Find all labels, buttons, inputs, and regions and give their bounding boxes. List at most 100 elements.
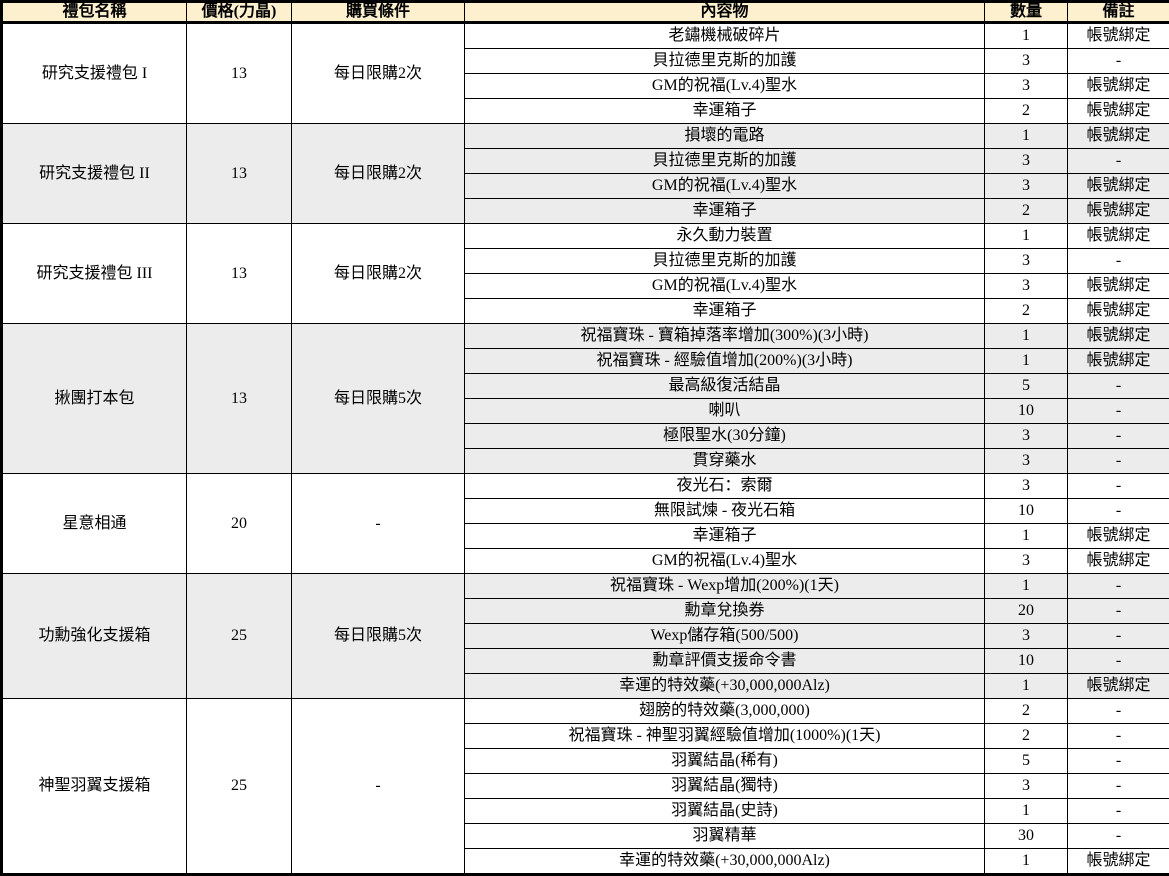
item-quantity-cell: 3 xyxy=(984,548,1068,574)
item-content-cell: 羽翼結晶(獨特) xyxy=(464,773,985,799)
item-quantity-cell: 20 xyxy=(984,598,1068,624)
item-note-cell: 帳號綁定 xyxy=(1067,323,1169,349)
table-row: 無限試煉 - 夜光石箱 10- xyxy=(2,498,1169,524)
table-row: 幸運箱子 2 帳號綁定 xyxy=(2,198,1169,224)
item-note-cell: - xyxy=(1067,573,1169,599)
table-row: 研究支援禮包 II 13 每日限購2次 損壞的電路 1 帳號綁定 xyxy=(1,123,1169,224)
table-row: 極限聖水(30分鐘) 3- xyxy=(2,423,1169,449)
item-note-cell: - xyxy=(1067,423,1169,449)
item-content-cell: GM的祝福(Lv.4)聖水 xyxy=(464,273,985,299)
item-note-cell: - xyxy=(1067,648,1169,674)
item-content-cell: 幸運箱子 xyxy=(464,198,985,224)
item-content-cell: 貝拉德里克斯的加護 xyxy=(464,248,985,274)
item-quantity-cell: 3 xyxy=(984,423,1068,449)
item-quantity-cell: 5 xyxy=(984,373,1068,399)
header-package-name: 禮包名稱 xyxy=(1,1,187,24)
table-row: 勳章兌換券 20- xyxy=(2,598,1169,624)
item-note-cell: - xyxy=(1067,248,1169,274)
table-row: GM的祝福(Lv.4)聖水 3 帳號綁定 xyxy=(2,73,1169,99)
item-quantity-cell: 30 xyxy=(984,823,1068,849)
item-quantity-cell: 10 xyxy=(984,398,1068,424)
item-quantity-cell: 3 xyxy=(984,73,1068,99)
item-note-cell: 帳號綁定 xyxy=(1067,523,1169,549)
item-quantity-cell: 1 xyxy=(984,573,1068,599)
item-content-cell: 永久動力裝置 xyxy=(464,223,985,249)
item-quantity-cell: 1 xyxy=(984,798,1068,824)
table-row: 神聖羽翼支援箱 25- 翅膀的特效藥(3,000,000) 2- xyxy=(1,698,1169,875)
item-content-cell: 喇叭 xyxy=(464,398,985,424)
header-condition: 購買條件 xyxy=(291,1,465,24)
item-content-cell: 貝拉德里克斯的加護 xyxy=(464,48,985,74)
item-note-cell: - xyxy=(1067,373,1169,399)
header-note: 備註 xyxy=(1067,1,1169,24)
item-content-cell: 損壞的電路 xyxy=(464,123,985,149)
item-quantity-cell: 1 xyxy=(984,223,1068,249)
table-row: Wexp儲存箱(500/500) 3- xyxy=(2,623,1169,649)
item-quantity-cell: 3 xyxy=(984,473,1068,499)
header-quantity: 數量 xyxy=(984,1,1068,24)
package-name-cell: 功勳強化支援箱 xyxy=(1,573,187,699)
header-row: 禮包名稱 價格(力晶) 購買條件 內容物 數量 備註 xyxy=(1,1,1169,24)
item-quantity-cell: 2 xyxy=(984,98,1068,124)
item-quantity-cell: 3 xyxy=(984,248,1068,274)
table-row: 貝拉德里克斯的加護 3- xyxy=(2,148,1169,174)
item-note-cell: 帳號綁定 xyxy=(1067,98,1169,124)
item-note-cell: 帳號綁定 xyxy=(1067,173,1169,199)
table-row: 羽翼結晶(史詩) 1- xyxy=(2,798,1169,824)
table-row: 功勳強化支援箱 25 每日限購5次 祝福寶珠 - Wexp增加(200%)(1天) 1- xyxy=(1,573,1169,699)
table-row: 羽翼結晶(稀有) 5- xyxy=(2,748,1169,774)
item-note-cell: - xyxy=(1067,723,1169,749)
package-price-cell: 13 xyxy=(186,223,292,324)
header-price: 價格(力晶) xyxy=(186,1,292,24)
item-quantity-cell: 3 xyxy=(984,773,1068,799)
item-content-cell: 老鏽機械破碎片 xyxy=(464,22,985,49)
package-name-cell: 研究支援禮包 III xyxy=(1,223,187,324)
item-content-cell: 祝福寶珠 - 神聖羽翼經驗值增加(1000%)(1天) xyxy=(464,723,985,749)
item-quantity-cell: 1 xyxy=(984,123,1068,149)
item-note-cell: 帳號綁定 xyxy=(1067,298,1169,324)
item-quantity-cell: 3 xyxy=(984,173,1068,199)
item-content-cell: Wexp儲存箱(500/500) xyxy=(464,623,985,649)
item-note-cell: - xyxy=(1067,498,1169,524)
purchase-condition-cell: - xyxy=(291,698,465,875)
item-note-cell: 帳號綁定 xyxy=(1067,548,1169,574)
table-row: 祝福寶珠 - 神聖羽翼經驗值增加(1000%)(1天) 2- xyxy=(2,723,1169,749)
purchase-condition-cell: 每日限購5次 xyxy=(291,573,465,699)
package-price-cell: 25 xyxy=(186,698,292,875)
item-note-cell: 帳號綁定 xyxy=(1067,22,1169,49)
table-row: 祝福寶珠 - 經驗值增加(200%)(3小時) 1 帳號綁定 xyxy=(2,348,1169,374)
item-quantity-cell: 3 xyxy=(984,623,1068,649)
item-note-cell: 帳號綁定 xyxy=(1067,198,1169,224)
item-note-cell: - xyxy=(1067,798,1169,824)
package-price-cell: 13 xyxy=(186,123,292,224)
item-content-cell: 幸運箱子 xyxy=(464,298,985,324)
item-quantity-cell: 3 xyxy=(984,48,1068,74)
item-content-cell: 祝福寶珠 - 經驗值增加(200%)(3小時) xyxy=(464,348,985,374)
table-row: 喇叭 10- xyxy=(2,398,1169,424)
table-row: 幸運的特效藥(+30,000,000Alz) 1 帳號綁定 xyxy=(2,848,1169,875)
item-quantity-cell: 5 xyxy=(984,748,1068,774)
item-note-cell: - xyxy=(1067,773,1169,799)
item-content-cell: 幸運箱子 xyxy=(464,98,985,124)
item-content-cell: 勳章評價支援命令書 xyxy=(464,648,985,674)
package-name-cell: 星意相通 xyxy=(1,473,187,574)
item-content-cell: GM的祝福(Lv.4)聖水 xyxy=(464,173,985,199)
header-contents: 內容物 xyxy=(464,1,985,24)
table-row: 最高級復活結晶 5- xyxy=(2,373,1169,399)
package-price-cell: 25 xyxy=(186,573,292,699)
item-content-cell: GM的祝福(Lv.4)聖水 xyxy=(464,548,985,574)
item-quantity-cell: 1 xyxy=(984,22,1068,49)
item-content-cell: 夜光石：索爾 xyxy=(464,473,985,499)
item-content-cell: 最高級復活結晶 xyxy=(464,373,985,399)
item-quantity-cell: 2 xyxy=(984,298,1068,324)
item-quantity-cell: 3 xyxy=(984,448,1068,474)
table-row: 幸運的特效藥(+30,000,000Alz) 1 帳號綁定 xyxy=(2,673,1169,699)
table-row: 研究支援禮包 I 13 每日限購2次 老鏽機械破碎片 1 帳號綁定 xyxy=(1,22,1169,124)
item-content-cell: GM的祝福(Lv.4)聖水 xyxy=(464,73,985,99)
item-quantity-cell: 2 xyxy=(984,698,1068,724)
package-name-cell: 研究支援禮包 II xyxy=(1,123,187,224)
table-row: 研究支援禮包 III 13 每日限購2次 永久動力裝置 1 帳號綁定 xyxy=(1,223,1169,324)
table-row: 貫穿藥水 3- xyxy=(2,448,1169,474)
table-row: 星意相通 20- 夜光石：索爾 3- xyxy=(1,473,1169,574)
item-quantity-cell: 1 xyxy=(984,348,1068,374)
